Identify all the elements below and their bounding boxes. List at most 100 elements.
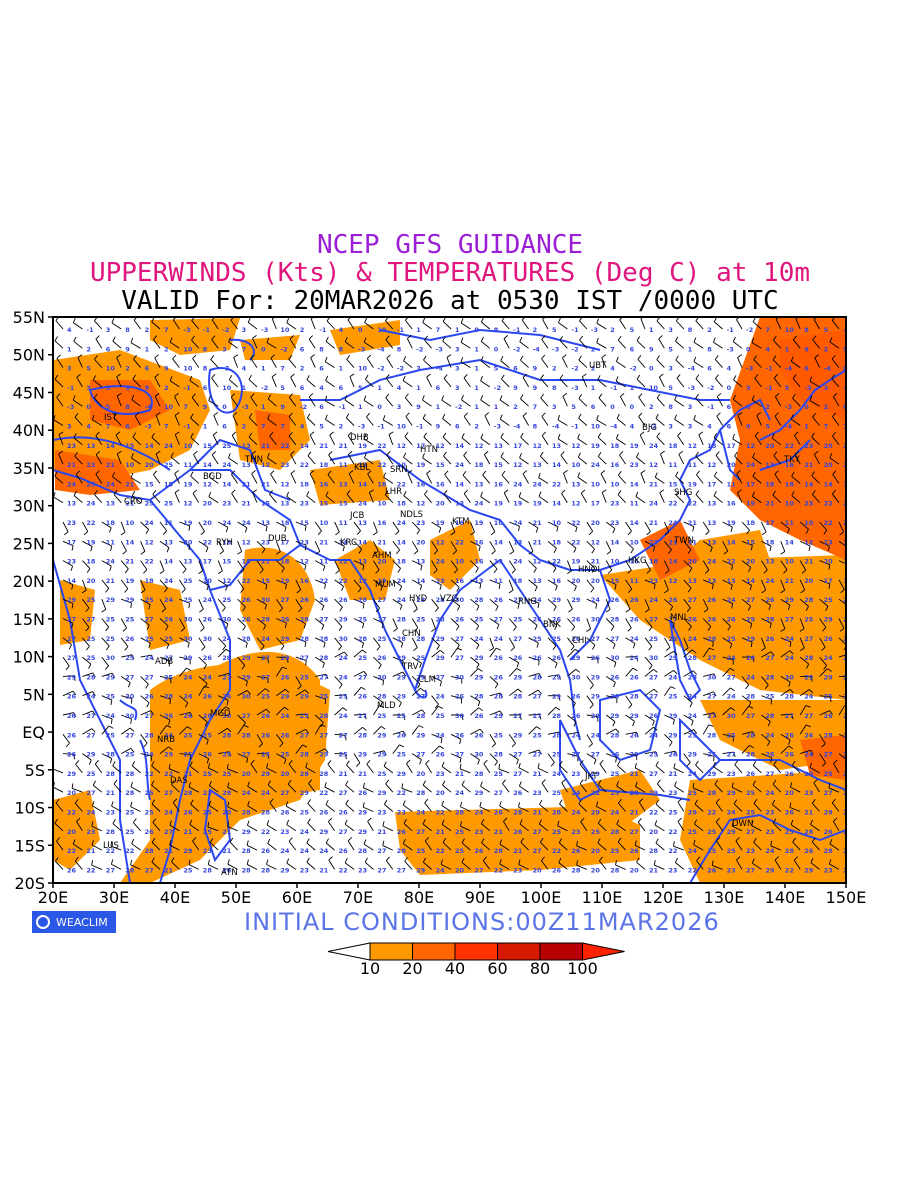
svg-text:6: 6 — [203, 384, 208, 392]
station-label: IST — [104, 413, 118, 423]
svg-text:28: 28 — [242, 809, 252, 817]
svg-text:28: 28 — [630, 789, 640, 797]
svg-text:27: 27 — [339, 789, 348, 797]
svg-text:25: 25 — [222, 442, 232, 450]
svg-text:28: 28 — [707, 635, 717, 643]
svg-text:2: 2 — [765, 403, 770, 411]
svg-text:27: 27 — [649, 673, 658, 681]
svg-text:25: 25 — [688, 731, 698, 739]
svg-text:14: 14 — [455, 480, 465, 488]
svg-text:7: 7 — [280, 365, 285, 373]
svg-text:22: 22 — [280, 442, 289, 450]
svg-text:12: 12 — [707, 461, 716, 469]
svg-text:22: 22 — [552, 558, 561, 566]
svg-text:2: 2 — [649, 403, 654, 411]
svg-text:25: 25 — [494, 731, 504, 739]
lat-tick-label: 40N — [13, 421, 45, 440]
svg-text:28: 28 — [707, 789, 717, 797]
svg-text:25: 25 — [533, 635, 543, 643]
svg-text:27: 27 — [513, 635, 522, 643]
svg-text:15: 15 — [125, 442, 135, 450]
svg-text:24: 24 — [455, 461, 465, 469]
svg-text:5: 5 — [785, 384, 790, 392]
svg-text:24: 24 — [397, 519, 407, 527]
svg-text:20: 20 — [630, 866, 640, 874]
svg-text:25: 25 — [688, 828, 698, 836]
svg-text:24: 24 — [688, 847, 698, 855]
station-label: DAS — [170, 776, 188, 786]
svg-text:12: 12 — [804, 538, 813, 546]
svg-text:6: 6 — [707, 365, 712, 373]
svg-text:24: 24 — [145, 654, 155, 662]
svg-text:26: 26 — [571, 712, 581, 720]
svg-text:28: 28 — [242, 866, 252, 874]
svg-text:28: 28 — [436, 616, 446, 624]
svg-text:26: 26 — [358, 693, 368, 701]
svg-text:3: 3 — [552, 403, 557, 411]
svg-text:21: 21 — [377, 828, 387, 836]
svg-text:24: 24 — [474, 635, 484, 643]
svg-text:20: 20 — [765, 442, 775, 450]
svg-text:1: 1 — [436, 403, 441, 411]
svg-text:0: 0 — [649, 365, 654, 373]
svg-text:12: 12 — [183, 500, 192, 508]
svg-text:14: 14 — [727, 538, 737, 546]
svg-text:26: 26 — [552, 654, 562, 662]
svg-text:21: 21 — [533, 809, 543, 817]
svg-text:11: 11 — [339, 461, 349, 469]
svg-text:21: 21 — [533, 538, 543, 546]
svg-text:3: 3 — [688, 403, 693, 411]
svg-text:29: 29 — [746, 635, 756, 643]
svg-text:28: 28 — [765, 616, 775, 624]
svg-text:24: 24 — [668, 519, 678, 527]
svg-text:25: 25 — [261, 693, 271, 701]
legend-swatch — [413, 943, 456, 960]
lat-tick-label: 20N — [13, 572, 45, 591]
svg-text:21: 21 — [649, 866, 659, 874]
svg-text:26: 26 — [280, 616, 290, 624]
svg-text:22: 22 — [67, 847, 76, 855]
svg-text:14: 14 — [552, 500, 562, 508]
svg-text:6: 6 — [591, 403, 596, 411]
svg-text:27: 27 — [86, 731, 95, 739]
svg-text:2: 2 — [339, 423, 344, 431]
svg-text:10: 10 — [377, 500, 387, 508]
svg-text:15: 15 — [300, 519, 310, 527]
svg-text:29: 29 — [300, 789, 310, 797]
lat-tick-label: 35N — [13, 459, 45, 478]
svg-text:22: 22 — [591, 789, 600, 797]
svg-text:25: 25 — [280, 751, 290, 759]
svg-text:24: 24 — [707, 558, 717, 566]
svg-text:21: 21 — [804, 461, 814, 469]
svg-text:24: 24 — [765, 847, 775, 855]
svg-text:27: 27 — [145, 866, 154, 874]
svg-text:7: 7 — [436, 326, 441, 334]
svg-text:5: 5 — [824, 326, 829, 334]
svg-text:23: 23 — [86, 461, 95, 469]
svg-text:26: 26 — [610, 596, 620, 604]
svg-text:30: 30 — [610, 654, 620, 662]
svg-text:22: 22 — [824, 519, 833, 527]
svg-text:-3: -3 — [436, 345, 443, 353]
svg-text:19: 19 — [533, 500, 543, 508]
svg-text:13: 13 — [688, 577, 697, 585]
svg-text:21: 21 — [649, 519, 659, 527]
svg-text:2: 2 — [591, 345, 596, 353]
svg-text:21: 21 — [125, 480, 135, 488]
svg-text:21: 21 — [222, 828, 232, 836]
lon-tick-label: 40E — [160, 888, 190, 907]
svg-text:25: 25 — [183, 596, 193, 604]
svg-text:17: 17 — [824, 577, 833, 585]
svg-text:6: 6 — [106, 345, 111, 353]
svg-text:25: 25 — [610, 770, 620, 778]
svg-text:27: 27 — [707, 654, 716, 662]
svg-text:29: 29 — [610, 712, 620, 720]
svg-text:29: 29 — [67, 673, 77, 681]
svg-text:13: 13 — [707, 538, 716, 546]
lon-tick-label: 130E — [704, 888, 745, 907]
svg-text:25: 25 — [727, 635, 737, 643]
lat-tick-label: 55N — [13, 308, 45, 327]
svg-text:27: 27 — [649, 693, 658, 701]
svg-text:11: 11 — [630, 500, 640, 508]
svg-text:25: 25 — [707, 828, 717, 836]
